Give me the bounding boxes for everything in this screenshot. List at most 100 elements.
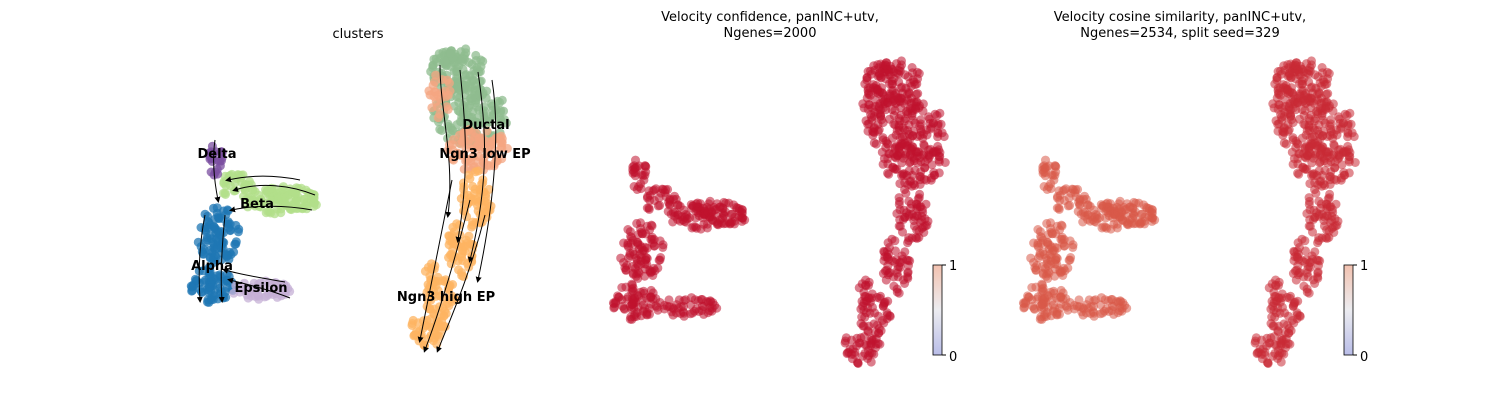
cosine-point [1313, 106, 1323, 116]
confidence-point [920, 163, 930, 173]
colorbar-3-tick-max: 1 [1360, 259, 1368, 274]
cluster-point [467, 93, 477, 103]
cluster-point [463, 126, 473, 136]
cluster-point [452, 73, 462, 83]
cosine-point [1322, 97, 1332, 107]
confidence-point [631, 155, 640, 165]
confidence-point [924, 150, 934, 160]
cluster-point [212, 203, 222, 213]
cosine-point [1047, 229, 1057, 239]
confidence-point [902, 255, 912, 265]
cluster-point [204, 263, 214, 273]
cosine-point [1097, 223, 1107, 233]
confidence-point [725, 219, 735, 229]
confidence-point [904, 120, 914, 130]
cluster-point [473, 206, 483, 216]
cluster-point [445, 280, 455, 290]
cosine-point [1109, 309, 1119, 319]
cosine-point [1343, 132, 1353, 142]
confidence-point [903, 272, 912, 282]
cosine-point [1136, 209, 1146, 219]
cosine-point [1334, 150, 1344, 160]
cosine-point [1275, 297, 1285, 307]
cosine-point [1273, 327, 1283, 337]
confidence-point [858, 321, 868, 331]
cosine-point [1272, 75, 1282, 85]
cluster-point [261, 208, 271, 218]
cosine-point [1297, 86, 1307, 96]
cluster-point [457, 248, 467, 258]
confidence-point [874, 311, 883, 321]
confidence-point [904, 196, 914, 206]
confidence-point [681, 217, 691, 227]
cluster-point [420, 266, 430, 276]
cosine-point [1314, 196, 1324, 206]
colorbar-2-tick-min: 0 [949, 350, 957, 365]
confidence-point [873, 60, 883, 70]
cosine-point [1043, 273, 1053, 283]
cosine-point [1295, 311, 1305, 321]
confidence-point [847, 349, 856, 359]
cosine-point [1063, 263, 1073, 273]
confidence-point [626, 312, 636, 322]
velocity-streamline [455, 69, 466, 243]
cluster-point [202, 235, 212, 245]
confidence-point [894, 77, 904, 87]
cosine-point [1135, 219, 1145, 229]
cosine-point [1284, 68, 1294, 78]
colorbar-2-tick-max: 1 [949, 259, 957, 274]
confidence-point [628, 168, 638, 178]
cluster-point [210, 167, 220, 177]
cluster-label: Ngn3 high EP [397, 290, 495, 305]
cluster-label: Beta [240, 197, 274, 212]
confidence-point [644, 303, 654, 313]
cluster-point [214, 213, 224, 223]
confidence-point [906, 81, 916, 91]
cluster-point [497, 95, 507, 105]
confidence-point [719, 210, 729, 220]
cluster-point [444, 301, 454, 311]
cosine-point [1309, 98, 1319, 108]
cosine-point [1044, 182, 1054, 192]
confidence-point [864, 100, 874, 110]
cosine-point [1325, 175, 1335, 185]
confidence-point [910, 180, 920, 190]
confidence-point [887, 86, 897, 96]
confidence-point [912, 233, 922, 243]
cluster-point [463, 86, 473, 95]
cosine-point [1290, 266, 1300, 276]
confidence-point [655, 298, 665, 307]
cluster-point [431, 281, 441, 290]
cosine-point [1278, 335, 1288, 345]
cosine-point [1075, 194, 1085, 204]
cluster-point [210, 257, 220, 267]
cosine-point [1098, 308, 1107, 318]
cosine-point [1289, 154, 1299, 164]
cosine-point [1038, 261, 1047, 271]
cosine-point [1320, 221, 1329, 231]
cluster-point [433, 102, 442, 112]
confidence-point [700, 208, 710, 218]
cosine-point [1279, 319, 1289, 329]
confidence-point [875, 105, 885, 115]
cosine-point [1303, 265, 1313, 274]
confidence-point [868, 335, 878, 345]
cosine-point [1311, 149, 1320, 159]
cluster-point [482, 116, 492, 125]
cosine-point [1114, 199, 1124, 209]
cluster-point [437, 126, 447, 135]
confidence-point [915, 175, 925, 185]
confidence-point [671, 194, 681, 204]
velocity-streamline [196, 214, 206, 303]
cosine-point [1289, 318, 1299, 328]
confidence-point [665, 194, 675, 204]
cosine-point [1322, 233, 1332, 243]
confidence-point [897, 170, 906, 180]
velocity-streamline [225, 175, 301, 183]
cluster-point [262, 291, 272, 301]
cluster-point [234, 224, 244, 234]
cluster-point [465, 135, 474, 145]
cluster-point [221, 249, 231, 259]
